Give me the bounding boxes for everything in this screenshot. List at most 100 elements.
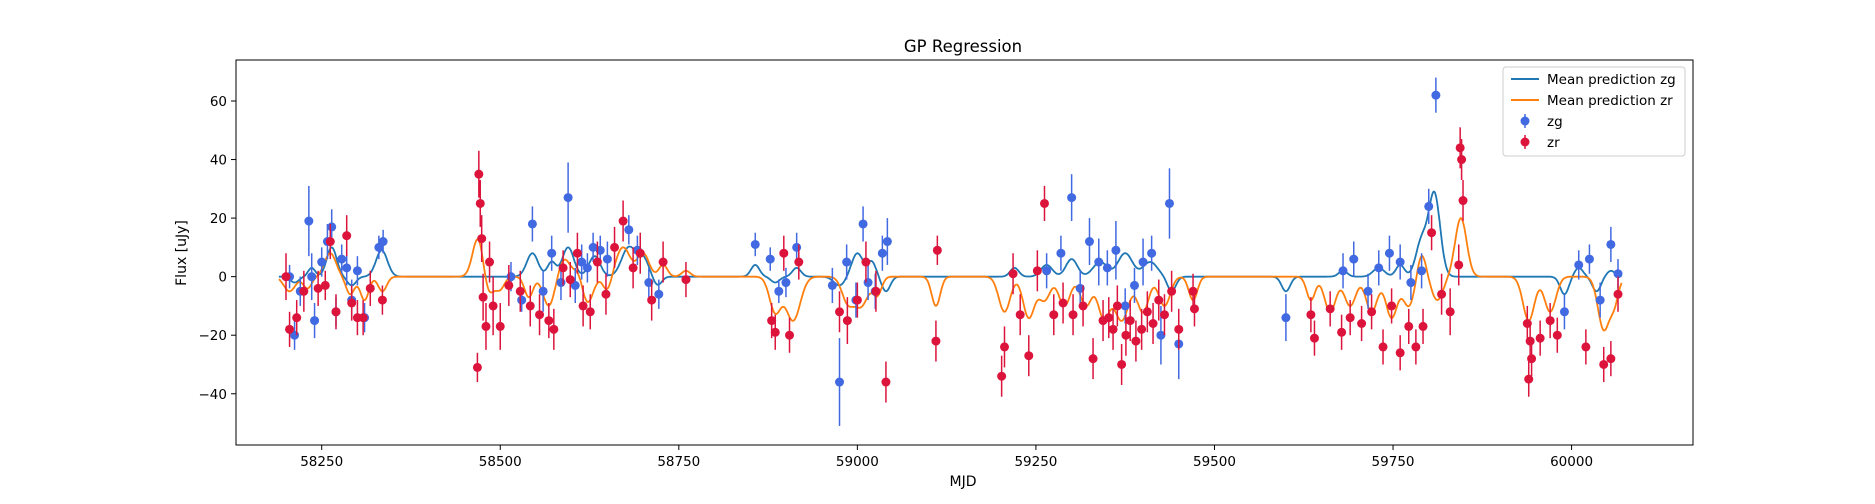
data-point-zg [1424,201,1434,211]
data-point-zr [1325,304,1335,314]
data-point-zr [1599,359,1609,369]
data-point-zg [624,225,634,235]
data-point-zr [478,292,488,302]
data-point-zg [1147,248,1157,258]
data-point-zg [582,263,592,273]
data-point-zr [592,257,602,267]
data-point-zg [1559,307,1569,317]
data-point-zr [1378,342,1388,352]
x-tick-label: 59250 [1014,454,1057,470]
data-point-zr [558,263,568,273]
data-point-zg [1374,263,1384,273]
data-point-zg [310,316,320,326]
data-point-zr [1535,333,1545,343]
data-point-zr [585,307,595,317]
data-point-zr [1427,228,1437,238]
y-tick-label: −20 [199,328,228,344]
data-point-zg [1111,245,1121,255]
data-point-zr [601,289,611,299]
data-point-zr [1154,295,1164,305]
data-point-zg [378,237,388,247]
data-point-zg [1349,254,1359,264]
data-point-zr [794,257,804,267]
data-point-zr [474,169,484,179]
data-point-zr [1309,333,1319,343]
data-point-zr [1078,301,1088,311]
data-point-zg [337,254,347,264]
data-point-zg [1084,237,1094,247]
data-point-zg [547,248,557,258]
data-point-zr [618,216,628,226]
data-point-zr [647,295,657,305]
data-point-zr [1525,336,1535,346]
legend-label: Mean prediction zr [1547,93,1673,109]
data-point-zr [549,324,559,334]
data-point-zr [770,327,780,337]
data-point-zg [317,257,327,267]
data-point-zr [320,280,330,290]
data-point-zg [1613,269,1623,279]
data-point-zr [1337,327,1347,337]
data-point-zr [681,275,691,285]
data-point-zr [347,298,357,308]
data-point-zg [327,222,337,232]
data-point-zg [1156,330,1166,340]
data-point-zr [365,283,375,293]
data-point-zg [304,216,314,226]
data-point-zr [1458,196,1468,206]
data-point-zr [1411,342,1421,352]
data-point-zg [1056,248,1066,258]
data-point-zr [377,295,387,305]
data-point-zr [1015,310,1025,320]
data-point-zr [1049,310,1059,320]
data-point-zr [1345,313,1355,323]
data-point-zg [877,248,887,258]
data-point-zr [1121,330,1131,340]
data-point-zg [1395,257,1405,267]
data-point-zr [1445,307,1455,317]
data-point-zr [1437,289,1447,299]
data-point-zg [307,272,317,282]
data-point-zr [475,198,485,208]
data-point-zg [1042,266,1052,276]
data-point-zg [1094,257,1104,267]
data-point-zg [792,242,802,252]
data-point-zr [504,280,514,290]
data-point-zg [765,254,775,264]
data-point-zg [1584,254,1594,264]
data-point-zr [342,231,352,241]
x-tick-label: 58250 [300,454,343,470]
data-point-zg [352,266,362,276]
data-point-zr [1137,324,1147,334]
data-point-zr [515,286,525,296]
data-point-zg [1120,301,1130,311]
data-point-zg [654,289,664,299]
data-point-zr [1024,351,1034,361]
data-point-zr [842,316,852,326]
data-point-zg [1338,266,1348,276]
data-point-zg [1606,239,1616,249]
data-point-zr [281,272,291,282]
data-point-zr [1117,359,1127,369]
data-point-zr [779,248,789,258]
data-point-zg [570,280,580,290]
data-point-zr [881,377,891,387]
data-point-zr [285,324,295,334]
data-point-zr [565,275,575,285]
data-point-zg [1417,266,1427,276]
data-point-zg [1595,295,1605,305]
data-point-zr [485,257,495,267]
data-point-zg [1102,263,1112,273]
data-point-zg [842,257,852,267]
data-point-zr [835,307,845,317]
data-point-zr [472,362,482,372]
data-point-zr [313,283,323,293]
x-tick-label: 58750 [657,454,700,470]
data-point-zr [932,245,942,255]
data-point-zr [1306,310,1316,320]
legend-marker-swatch [1520,116,1530,126]
data-point-zr [477,234,487,244]
plot-marks [278,77,1623,426]
data-point-zr [1088,354,1098,364]
data-point-zr [331,307,341,317]
